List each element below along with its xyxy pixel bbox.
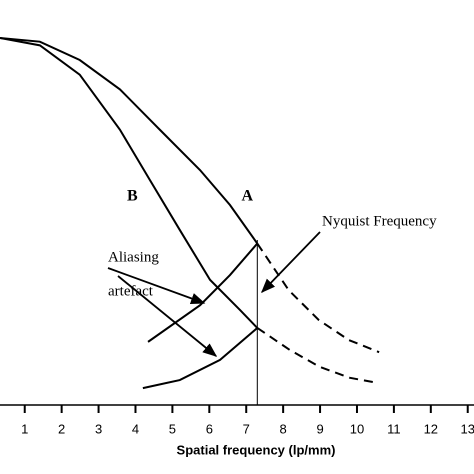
x-tick-label: 1 <box>21 421 28 436</box>
x-tick-label: 3 <box>95 421 102 436</box>
arrow <box>260 231 321 294</box>
x-tick-label: 10 <box>350 421 364 436</box>
x-tick-label: 4 <box>132 421 139 436</box>
curve-label: A <box>242 188 254 205</box>
x-tick-label: 2 <box>58 421 65 436</box>
arrow <box>107 267 206 304</box>
annotation: Aliasing <box>108 249 159 265</box>
x-tick-label: 7 <box>243 421 250 436</box>
annotation: Nyquist Frequency <box>322 213 437 229</box>
x-tick-label: 9 <box>316 421 323 436</box>
curve <box>0 37 259 329</box>
curve-label: B <box>127 188 138 205</box>
x-axis-label: Spatial frequency (lp/mm) <box>177 442 336 457</box>
x-tick-label: 12 <box>424 421 438 436</box>
x-tick-label: 5 <box>169 421 176 436</box>
x-tick-label: 13 <box>460 421 474 436</box>
x-tick-label: 6 <box>206 421 213 436</box>
curve-extension <box>256 327 379 384</box>
curve <box>0 37 259 245</box>
aliasing-curve <box>142 327 258 390</box>
x-tick-label: 11 <box>387 421 401 436</box>
x-tick-label: 8 <box>280 421 287 436</box>
aliasing-curve <box>147 242 259 343</box>
curve-extension <box>256 242 380 354</box>
arrows <box>107 231 321 357</box>
arrow <box>117 275 218 357</box>
